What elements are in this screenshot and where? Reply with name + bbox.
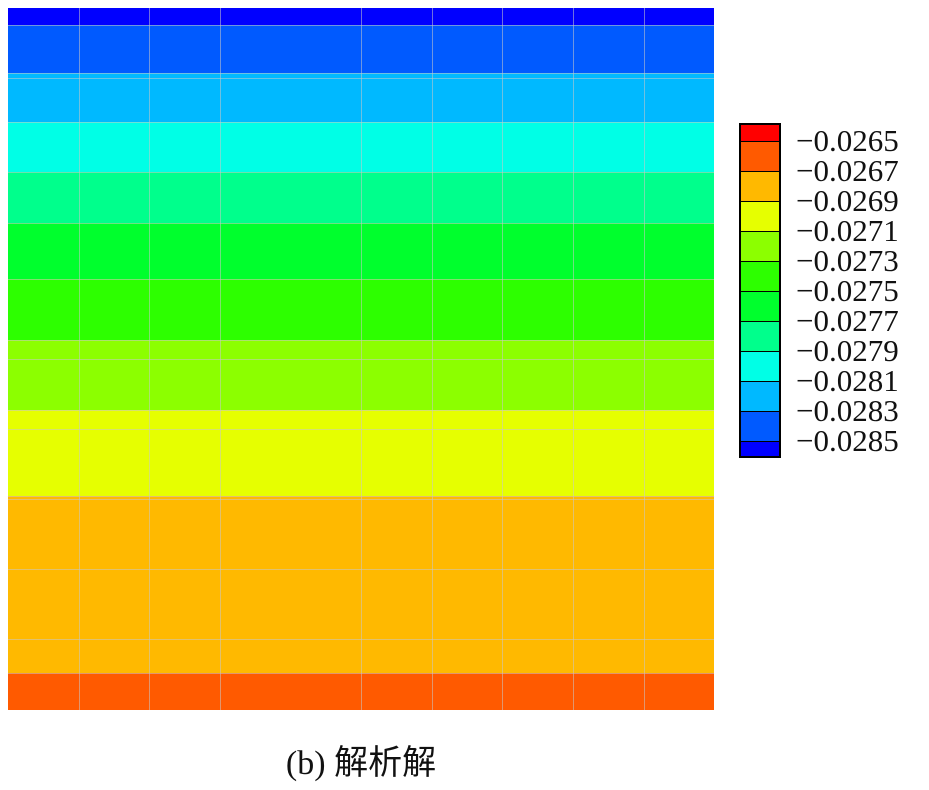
figure-caption: (b) 解析解 (0, 735, 722, 784)
mesh-line-vertical (502, 8, 503, 710)
colorbar-cell (741, 412, 779, 442)
colorbar-cell (741, 352, 779, 382)
colorbar-label: −0.0279 (796, 333, 899, 368)
colorbar-cell (741, 262, 779, 292)
colorbar-label: −0.0273 (796, 243, 899, 278)
colorbar-label: −0.0281 (796, 363, 899, 398)
mesh-line-vertical (432, 8, 433, 710)
mesh-line-vertical (644, 8, 645, 710)
mesh-line-vertical (361, 8, 362, 710)
colorbar-label: −0.0271 (796, 213, 899, 248)
colorbar-label: −0.0275 (796, 273, 899, 308)
mesh-line-vertical (149, 8, 150, 710)
colorbar-label: −0.0277 (796, 303, 899, 338)
colorbar-label: −0.0283 (796, 393, 899, 428)
colorbar-cell (741, 382, 779, 412)
mesh-line-vertical (573, 8, 574, 710)
colorbar-cell (741, 322, 779, 352)
contour-plot (8, 8, 714, 710)
colorbar-cell (741, 172, 779, 202)
colorbar-cell (741, 292, 779, 322)
colorbar-cell (741, 202, 779, 232)
colorbar-label: −0.0267 (796, 153, 899, 188)
colorbar-cell (741, 142, 779, 172)
colorbar-cell (741, 232, 779, 262)
mesh-line-vertical (79, 8, 80, 710)
colorbar-cell (741, 442, 779, 456)
colorbar-cell (741, 125, 779, 142)
caption-text: (b) 解析解 (285, 745, 437, 782)
colorbar-label: −0.0265 (796, 123, 899, 158)
colorbar-label: −0.0285 (796, 423, 899, 458)
mesh-line-vertical (220, 8, 221, 710)
colorbar-label: −0.0269 (796, 183, 899, 218)
colorbar (739, 123, 781, 458)
